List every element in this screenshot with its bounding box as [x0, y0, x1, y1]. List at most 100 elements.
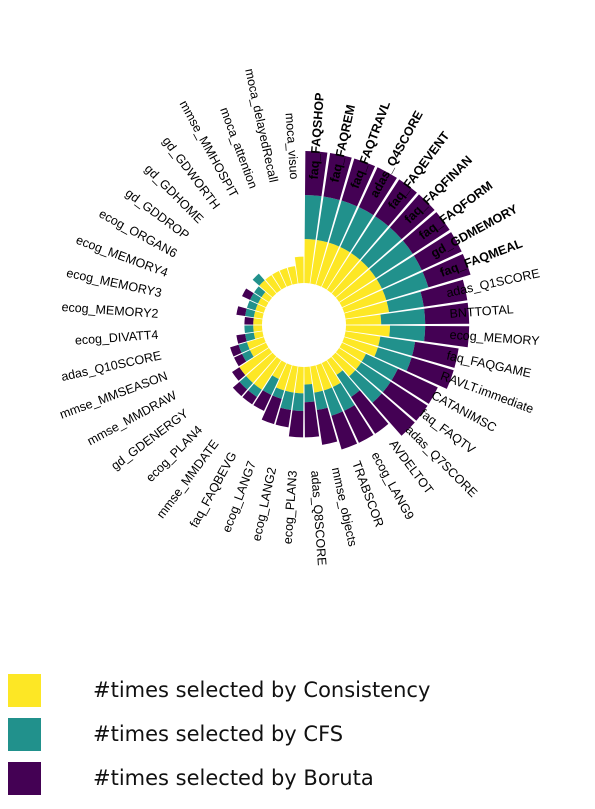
category-label-ecog-memory: ecog_MEMORY [449, 328, 541, 348]
bar-segment-faq-faqtv-boruta [382, 381, 428, 421]
bar-segment-adas-q10score-boruta [236, 333, 247, 344]
bar-segment-faq-faqshop-boruta [305, 151, 328, 197]
bar-segment-ecog-organ6-consistency [257, 297, 269, 308]
category-label-adas-q8score: adas_Q8SCORE [308, 470, 329, 566]
bar-segment-gd-gdmemory-consistency [339, 279, 382, 308]
bar-segment-faq-faqgame-cfs [378, 336, 416, 356]
bar-segment-adas-q8score-boruta [304, 401, 320, 438]
legend-label-cfs: #times selected by CFS [93, 722, 344, 746]
bar-segment-adas-q1score-cfs [386, 291, 424, 313]
bar-segment-mmse-mmseason-cfs [238, 342, 250, 353]
bar-segment-ecog-memory2-boruta [244, 316, 254, 325]
legend-swatch-boruta [8, 761, 41, 795]
bar-segment-ecog-divatt4-cfs [244, 325, 254, 334]
bar-segment-adas-q8score-cfs [304, 384, 315, 403]
bar-segment-faq-faqtravl-boruta [341, 158, 376, 207]
bar-segment-adas-q4score-cfs [340, 207, 374, 253]
bar-segment-ecog-lang2-consistency [285, 365, 298, 393]
category-label-faq-faqshop: faq_FAQSHOP [307, 92, 327, 180]
bar-segment-bnttotal-consistency [345, 314, 382, 325]
bar-segment-ecog-memory3-boruta [236, 306, 247, 317]
bar-segment-faq-faqrem-consistency [310, 239, 328, 285]
bar-segment-catanimsc-consistency [339, 342, 366, 362]
bar-segment-ecog-plan3-consistency [294, 366, 304, 394]
bar-segment-adas-q7score-cfs [349, 370, 382, 403]
category-label-bnttotal: BNTTOTAL [449, 302, 514, 321]
bar-segment-ecog-memory-consistency [345, 325, 390, 337]
bar-segment-faq-faqtravl-consistency [316, 242, 340, 287]
bar-segment-ecog-lang7-boruta [261, 395, 282, 425]
bar-segment-adas-q7score-consistency [331, 352, 356, 377]
bar-segment-adas-q4score-boruta [358, 167, 397, 216]
bar-segment-ecog-divatt4-consistency [253, 325, 263, 332]
bar-segment-faq-faqmeal-boruta [422, 253, 471, 288]
bar-segment-ravlt-immediate-consistency [342, 337, 378, 357]
bar-segment-gd-gdhome-consistency [259, 280, 277, 298]
bar-segment-mmse-objects-cfs [314, 390, 328, 411]
bar-segment-mmse-objects-consistency [310, 365, 323, 393]
bar-segment-bnttotal-boruta [424, 302, 470, 325]
bar-segment-trabscor-consistency [316, 363, 332, 391]
bar-segment-ecog-lang2-boruta [275, 407, 292, 428]
bar-segment-faq-faqevent-cfs [351, 216, 389, 260]
bar-segment-ecog-plan3-cfs [292, 392, 304, 411]
legend-item-cfs: #times selected by CFS [8, 716, 568, 752]
bar-segment-ravlt-immediate-cfs [374, 347, 412, 371]
radial-bar-chart: faq_FAQSHOP faq_FAQREMfaq_FAQTRAVLadas_Q4… [58, 67, 541, 566]
bar-segment-faq-faqmeal-cfs [382, 271, 429, 301]
bar-segment-ravlt-immediate-boruta [406, 357, 454, 389]
bar-segment-ecog-memory3-cfs [245, 308, 256, 318]
bar-segment-faq-faqgame-boruta [412, 341, 459, 368]
bar-segment-ecog-lang9-consistency [321, 360, 341, 387]
bar-segment-ecog-plan4-boruta [232, 381, 248, 397]
bar-segment-moca-visuo-consistency [294, 256, 304, 284]
bar-segment-faq-faqform-consistency [335, 269, 376, 303]
bar-segment-bnttotal-cfs [380, 308, 426, 325]
bar-segment-ecog-lang2-cfs [280, 390, 294, 411]
bar-segment-adas-q8score-consistency [304, 366, 313, 385]
bar-segment-adas-q1score-boruta [420, 279, 468, 307]
bar-segment-gd-gdmemory-boruta [413, 232, 462, 271]
bar-segment-ecog-memory2-consistency [253, 318, 263, 325]
bar-segment-faq-faqgame-consistency [344, 331, 381, 347]
bar-segment-trabscor-boruta [331, 411, 358, 450]
bar-segment-faq-faqrem-cfs [316, 196, 340, 243]
bar-segment-faq-faqrem-boruta [323, 152, 352, 200]
bar-segment-faq-faqform-cfs [369, 240, 413, 278]
legend-label-boruta: #times selected by Boruta [93, 766, 374, 790]
bar-segment-ecog-lang9-cfs [332, 382, 355, 411]
bar-segment-mmse-mmdraw-consistency [249, 342, 269, 357]
bar-segment-ecog-memory-cfs [389, 325, 426, 342]
bar-segment-mmse-mmdraw-boruta [234, 353, 247, 367]
bar-segment-faq-faqshop-consistency [304, 239, 316, 284]
bar-segment-faq-faqtv-consistency [335, 347, 362, 370]
bar-segment-ecog-memory-boruta [424, 325, 470, 348]
bar-segment-gd-gdhome-cfs [252, 273, 265, 286]
bar-segment-faq-faqevent-boruta [375, 179, 417, 227]
category-label-ecog-plan3: ecog_PLAN3 [281, 470, 300, 545]
bar-segment-ecog-organ6-boruta [242, 288, 254, 300]
bar-segment-catanimsc-boruta [391, 368, 438, 404]
bar-segment-avdeltot-cfs [336, 370, 360, 397]
bar-segment-ecog-memory4-consistency [255, 304, 266, 313]
bar-segment-ecog-plan4-consistency [246, 352, 277, 383]
category-label-ecog-memory2: ecog_MEMORY2 [61, 300, 159, 321]
legend-item-consistency: #times selected by Consistency [8, 672, 568, 708]
bar-segment-ecog-plan3-boruta [288, 410, 304, 438]
bar-segment-faq-faqbevg-boruta [253, 390, 272, 411]
bar-segment-ecog-organ6-cfs [249, 293, 262, 304]
bar-segment-faq-faqtravl-cfs [328, 200, 358, 247]
legend-item-boruta: #times selected by Boruta [8, 760, 568, 796]
bar-segment-avdeltot-consistency [326, 356, 343, 375]
bar-segment-mmse-objects-boruta [316, 407, 338, 445]
bar-segment-ecog-plan4-cfs [239, 376, 253, 390]
bar-segment-ecog-lang9-boruta [344, 405, 374, 443]
bar-segment-moca-attention-consistency [279, 267, 292, 287]
bar-segment-adas-q4score-consistency [321, 247, 350, 290]
category-label-ecog-lang2: ecog_LANG2 [249, 466, 279, 542]
bar-segment-mmse-mmhospit-consistency [272, 270, 287, 290]
bar-segment-catanimsc-cfs [361, 353, 398, 381]
bar-segment-ecog-lang7-consistency [276, 363, 292, 391]
bar-segment-faq-faqform-boruta [402, 212, 450, 254]
legend-label-consistency: #times selected by Consistency [93, 678, 431, 702]
